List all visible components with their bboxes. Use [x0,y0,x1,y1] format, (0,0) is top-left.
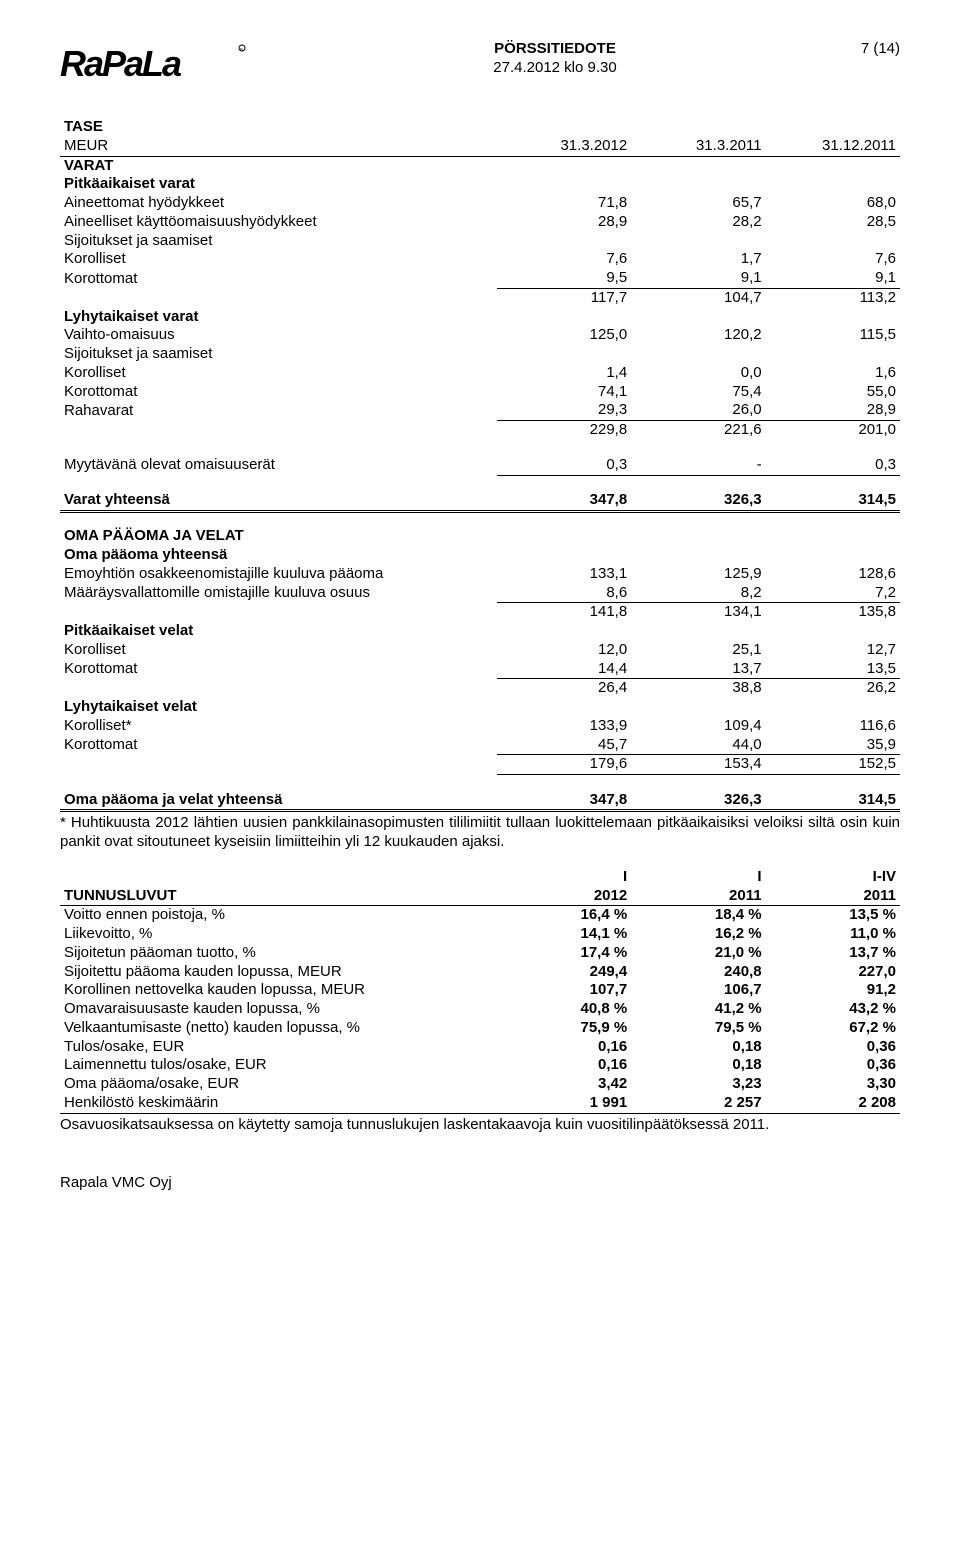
tase-note: * Huhtikuusta 2012 lähtien uusien pankki… [60,814,900,852]
col-h: 31.12.2011 [766,137,900,156]
table-row: Laimennettu tulos/osake, EUR0,160,180,36 [60,1056,900,1075]
pv-h: Pitkäaikaiset varat [60,175,497,194]
header-date: 27.4.2012 klo 9.30 [290,59,820,78]
footer-company: Rapala VMC Oyj [60,1174,900,1193]
table-row: Aineelliset käyttöomaisuushyödykkeet28,9… [60,213,900,232]
table-row: Henkilöstö keskimäärin1 9912 2572 208 [60,1094,900,1113]
pvel-h: Pitkäaikaiset velat [60,622,497,641]
table-row: Liikevoitto, %14,1 %16,2 %11,0 % [60,925,900,944]
table-row: Korottomat9,59,19,1 [60,269,900,288]
table-row: Korolliset1,40,01,6 [60,364,900,383]
lvel-h: Lyhytaikaiset velat [60,698,497,717]
tase-table: TASE MEUR 31.3.2012 31.3.2011 31.12.2011… [60,118,900,812]
tunnus-title: TUNNUSLUVUT [60,887,497,906]
table-row: Velkaantumisaste (netto) kauden lopussa,… [60,1019,900,1038]
table-row: Aineettomat hyödykkeet71,865,768,0 [60,194,900,213]
table-row: Korolliset7,61,77,6 [60,250,900,269]
table-row: Korollinen nettovelka kauden lopussa, ME… [60,981,900,1000]
header-title: PÖRSSITIEDOTE [290,40,820,59]
header-page: 7 (14) [820,40,900,59]
oma-h: OMA PÄÄOMA JA VELAT [60,527,497,546]
table-row: Sijoitettu pääoma kauden lopussa, MEUR24… [60,963,900,982]
sij-h: Sijoitukset ja saamiset [60,232,497,251]
table-row: Korolliset12,025,112,7 [60,641,900,660]
col-h: 2011 [766,887,900,906]
table-row: Oma pääoma/osake, EUR3,423,233,30 [60,1075,900,1094]
tunnus-note: Osavuosikatsauksessa on käytetty samoja … [60,1116,900,1135]
table-row: Emoyhtiön osakkeenomistajille kuuluva pä… [60,565,900,584]
col-h: 31.3.2012 [497,137,631,156]
total-row: Varat yhteensä347,8326,3314,5 [60,491,900,511]
svg-text:R: R [240,47,243,52]
sij-h: Sijoitukset ja saamiset [60,345,497,364]
table-row: Vaihto-omaisuus125,0120,2115,5 [60,326,900,345]
col-top: I [497,868,631,887]
table-row: Korottomat45,744,035,9 [60,736,900,755]
header-center: PÖRSSITIEDOTE 27.4.2012 klo 9.30 [290,40,820,78]
col-top: I [631,868,765,887]
subtotal: 179,6153,4152,5 [60,755,900,775]
table-row: Tulos/osake, EUR0,160,180,36 [60,1038,900,1057]
table-row: Myytävänä olevat omaisuuserät0,3-0,3 [60,456,900,475]
col-h: 31.3.2011 [631,137,765,156]
col-top: I-IV [766,868,900,887]
table-row: Sijoitetun pääoman tuotto, %17,4 %21,0 %… [60,944,900,963]
lv-h: Lyhytaikaiset varat [60,308,497,327]
table-row: Korottomat74,175,455,0 [60,383,900,402]
table-row: Korolliset*133,9109,4116,6 [60,717,900,736]
subtotal: 117,7104,7113,2 [60,288,900,307]
subtotal: 141,8134,1135,8 [60,603,900,622]
total-row: Oma pääoma ja velat yhteensä347,8326,331… [60,791,900,811]
meur-label: MEUR [60,137,497,156]
table-row: Omavaraisuusaste kauden lopussa, %40,8 %… [60,1000,900,1019]
table-row: Korottomat14,413,713,5 [60,660,900,679]
subtotal: 26,438,826,2 [60,679,900,698]
table-row: Voitto ennen poistoja, %16,4 %18,4 %13,5… [60,906,900,925]
varat-h: VARAT [60,156,497,175]
svg-text:RaPaLa: RaPaLa [60,43,181,84]
tunnusluvut-table: I I I-IV TUNNUSLUVUT 2012 2011 2011 Voit… [60,868,900,1114]
subtotal: 229,8221,6201,0 [60,421,900,440]
table-row: Rahavarat29,326,028,9 [60,401,900,420]
col-h: 2012 [497,887,631,906]
tase-title: TASE [60,118,497,137]
logo: RaPaLa R [60,40,250,88]
col-h: 2011 [631,887,765,906]
page-header: RaPaLa R PÖRSSITIEDOTE 27.4.2012 klo 9.3… [60,40,900,88]
oma-yht-h: Oma pääoma yhteensä [60,546,497,565]
table-row: Määräysvallattomille omistajille kuuluva… [60,584,900,603]
